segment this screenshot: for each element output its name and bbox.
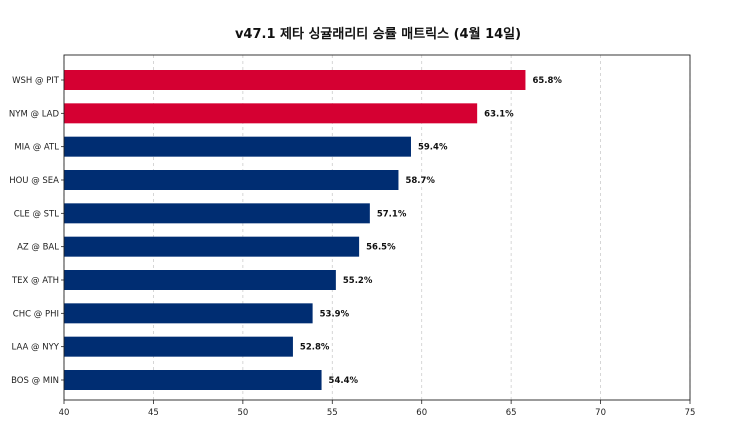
x-tick-label: 70: [595, 408, 606, 418]
bar: [64, 103, 478, 124]
x-tick-label: 45: [148, 408, 159, 418]
x-tick-label: 60: [416, 408, 427, 418]
value-label: 59.4%: [418, 143, 448, 153]
category-label: CLE @ STL: [14, 209, 60, 219]
value-label: 53.9%: [320, 309, 350, 319]
category-label: NYM @ LAD: [9, 109, 60, 119]
category-label: AZ @ BAL: [17, 243, 59, 253]
plot-frame: [63, 54, 691, 401]
value-label: 65.8%: [532, 76, 562, 86]
category-label: LAA @ NYY: [12, 343, 60, 353]
value-label: 57.1%: [377, 209, 407, 219]
bar: [64, 203, 370, 224]
chart-title: v47.1 제타 싱귤래리티 승률 매트릭스 (4월 14일): [235, 26, 521, 42]
category-label: BOS @ MIN: [11, 376, 59, 386]
x-tick-label: 50: [237, 408, 248, 418]
category-label: MIA @ ATL: [14, 143, 59, 153]
value-label: 58.7%: [405, 176, 435, 186]
category-label: HOU @ SEA: [9, 176, 59, 186]
labels: WSH @ PIT 65.8% NYM @ LAD 63.1% MIA @ ATL 59.…: [9, 76, 563, 386]
bars: [64, 70, 526, 390]
value-label: 52.8%: [300, 343, 330, 353]
bar: [64, 70, 526, 90]
x-tick-label: 55: [327, 408, 338, 418]
bar: [64, 170, 399, 190]
bar: [64, 270, 336, 290]
category-label: TEX @ ATH: [11, 276, 59, 286]
bar: [64, 336, 293, 357]
x-tick-label: 40: [59, 408, 70, 418]
value-label: 55.2%: [343, 276, 373, 286]
bar: [64, 303, 313, 324]
x-axis-ticks: 40 45 50 55 60 65 70 75: [59, 79, 696, 418]
bar: [64, 370, 322, 390]
value-label: 56.5%: [366, 243, 396, 253]
bar: [64, 136, 411, 157]
x-tick-label: 75: [685, 408, 696, 418]
category-label: WSH @ PIT: [12, 76, 60, 86]
category-label: CHC @ PHI: [13, 309, 59, 319]
value-label: 63.1%: [484, 109, 514, 119]
x-tick-label: 65: [506, 408, 517, 418]
bar: [64, 236, 360, 257]
value-label: 54.4%: [329, 376, 359, 386]
